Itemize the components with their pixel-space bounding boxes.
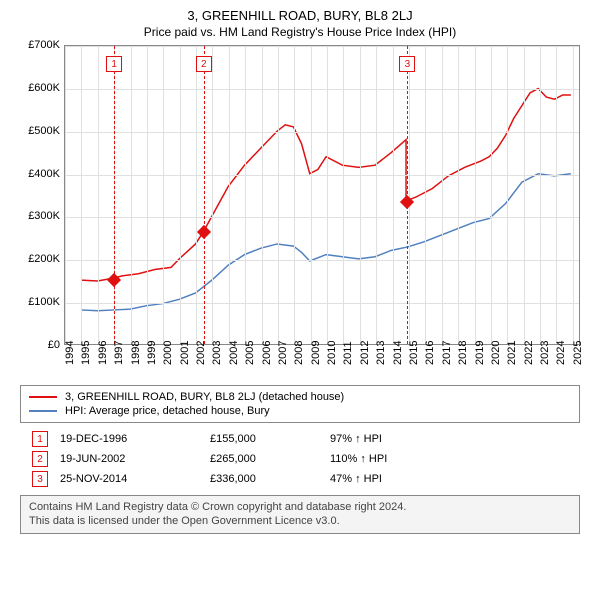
events-table: 1 19-DEC-1996£155,00097% ↑ HPI 2 19-JUN-200… [20,429,580,489]
footer-line-2: This data is licensed under the Open Gov… [29,514,571,528]
chart: £0£100K£200K£300K£400K£500K£600K£700K 12… [20,45,580,375]
legend: 3, GREENHILL ROAD, BURY, BL8 2LJ (detach… [20,385,580,423]
page-title: 3, GREENHILL ROAD, BURY, BL8 2LJ [8,8,592,23]
legend-item: 3, GREENHILL ROAD, BURY, BL8 2LJ (detach… [29,390,571,404]
y-tick-label: £100K [28,296,60,308]
footer-note: Contains HM Land Registry data © Crown c… [20,495,580,534]
y-tick-label: £200K [28,253,60,265]
event-vline [114,46,115,344]
event-date: 19-DEC-1996 [60,433,210,445]
legend-label: 3, GREENHILL ROAD, BURY, BL8 2LJ (detach… [65,391,344,403]
plot-area: 1 2 3 [64,45,580,345]
series-line [81,89,571,281]
event-badge: 1 [106,56,122,72]
event-row: 2 19-JUN-2002£265,000110% ↑ HPI [20,449,580,469]
y-tick-label: £500K [28,125,60,137]
x-axis: 1994199519961997199819992000200120022003… [64,345,580,375]
page-subtitle: Price paid vs. HM Land Registry's House … [8,25,592,39]
y-tick-label: £400K [28,168,60,180]
y-tick-label: £300K [28,210,60,222]
event-price: £155,000 [210,433,330,445]
event-badge: 3 [399,56,415,72]
event-row: 1 19-DEC-1996£155,00097% ↑ HPI [20,429,580,449]
event-date: 25-NOV-2014 [60,473,210,485]
event-diff: 97% ↑ HPI [330,433,580,445]
footer-line-1: Contains HM Land Registry data © Crown c… [29,500,571,514]
y-tick-label: £0 [48,339,60,351]
series-line [81,174,571,311]
event-row-badge: 3 [32,471,48,487]
legend-item: HPI: Average price, detached house, Bury [29,404,571,418]
x-tick-label: 2025 [572,341,600,365]
event-vline [204,46,205,344]
event-price: £265,000 [210,453,330,465]
y-axis: £0£100K£200K£300K£400K£500K£600K£700K [20,45,64,345]
event-row: 3 25-NOV-2014£336,00047% ↑ HPI [20,469,580,489]
event-price: £336,000 [210,473,330,485]
legend-label: HPI: Average price, detached house, Bury [65,405,270,417]
legend-swatch [29,396,57,398]
y-tick-label: £700K [28,39,60,51]
y-tick-label: £600K [28,82,60,94]
event-row-badge: 2 [32,451,48,467]
event-diff: 47% ↑ HPI [330,473,580,485]
event-row-badge: 1 [32,431,48,447]
event-diff: 110% ↑ HPI [330,453,580,465]
event-badge: 2 [196,56,212,72]
legend-swatch [29,410,57,412]
series-svg [65,46,579,344]
event-date: 19-JUN-2002 [60,453,210,465]
